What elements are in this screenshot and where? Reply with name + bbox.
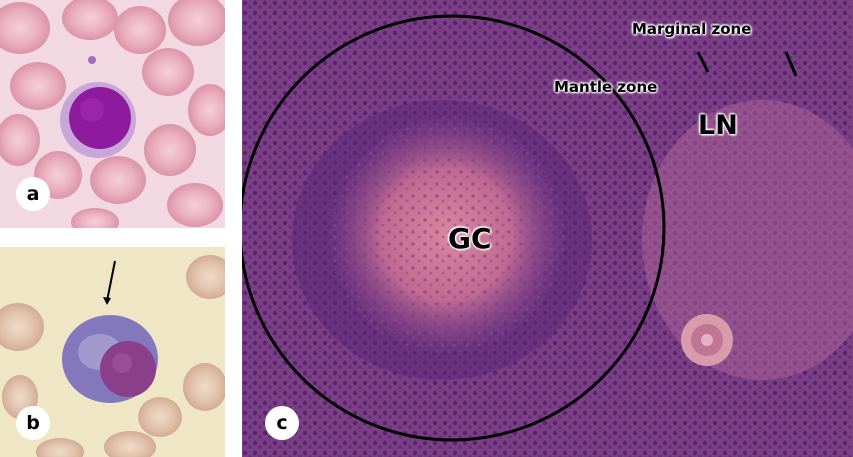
panel-a-letter: a [16, 177, 50, 211]
panel-c-letter: c [265, 406, 299, 440]
lymph-node-label: LN [698, 110, 738, 141]
panel-b-illustration [0, 255, 225, 457]
panel-c-lymph-node [242, 0, 853, 457]
germinal-center-label: GC [448, 222, 492, 255]
panel-c-illustration [242, 0, 853, 457]
mantle-zone-label: Mantle zone [554, 78, 658, 96]
panel-a-blood-smear [0, 0, 225, 228]
marginal-zone-label: Marginal zone [632, 20, 752, 38]
panel-b-letter: b [16, 406, 50, 440]
